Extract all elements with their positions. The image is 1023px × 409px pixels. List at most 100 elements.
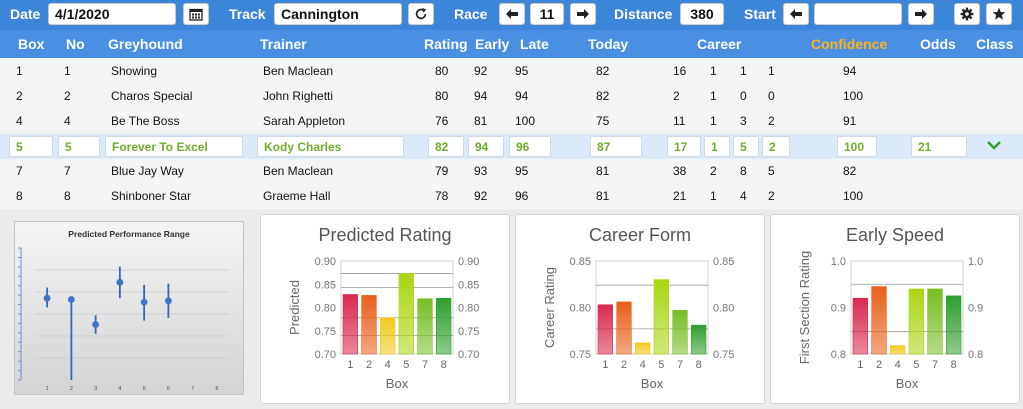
cell-career-thirds: 2 bbox=[768, 189, 775, 203]
header-confidence[interactable]: Confidence bbox=[811, 36, 888, 52]
x-tick-label: 5 bbox=[143, 386, 146, 392]
refresh-button[interactable] bbox=[408, 3, 434, 25]
bar bbox=[436, 297, 452, 355]
plot-area bbox=[340, 260, 454, 355]
x-tick-label: 2 bbox=[366, 359, 372, 371]
table-row[interactable]: 2 2 Charos Special John Righetti 80 94 9… bbox=[0, 84, 1023, 109]
race-field[interactable]: 11 bbox=[530, 3, 564, 25]
cell-today[interactable]: 87 bbox=[590, 136, 642, 157]
x-tick-label: 2 bbox=[70, 386, 73, 392]
cell-confidence: 82 bbox=[843, 164, 857, 178]
race-next-button[interactable] bbox=[570, 3, 596, 25]
header-class[interactable]: Class bbox=[976, 36, 1014, 52]
header-career[interactable]: Career bbox=[697, 36, 742, 52]
cell-early[interactable]: 94 bbox=[468, 136, 504, 157]
bar bbox=[597, 304, 613, 355]
data-point bbox=[116, 278, 124, 286]
y-tick-label-right: 0.90 bbox=[458, 256, 479, 268]
cell-career-seconds: 4 bbox=[740, 189, 747, 203]
cell-today: 82 bbox=[596, 89, 610, 103]
y-tick-label-right: 0.75 bbox=[713, 349, 734, 361]
settings-button[interactable] bbox=[954, 3, 980, 25]
bar bbox=[908, 288, 924, 355]
start-next-button[interactable] bbox=[908, 3, 934, 25]
header-no[interactable]: No bbox=[66, 36, 85, 52]
date-picker-button[interactable] bbox=[183, 3, 209, 25]
table-row[interactable]: 4 4 Be The Boss Sarah Appleton 76 81 100… bbox=[0, 109, 1023, 134]
x-tick-label: 2 bbox=[621, 359, 627, 371]
cell-trainer[interactable]: Kody Charles bbox=[257, 136, 404, 157]
x-tick-label: 4 bbox=[385, 359, 391, 371]
performance-range-chart: Predicted Performance Range 1 2 3 4 5 6 7 8 bbox=[18, 229, 229, 392]
x-tick-label: 7 bbox=[677, 359, 683, 371]
cell-late: 95 bbox=[515, 64, 529, 78]
y-tick-label: 0.75 bbox=[315, 326, 336, 338]
header-odds[interactable]: Odds bbox=[920, 36, 956, 52]
x-tick-label: 5 bbox=[658, 359, 664, 371]
cell-early: 81 bbox=[474, 114, 488, 128]
cell-today: 81 bbox=[596, 189, 610, 203]
cell-greyhound[interactable]: Forever To Excel bbox=[105, 136, 243, 157]
data-point bbox=[92, 321, 100, 328]
bar bbox=[616, 301, 632, 355]
cell-career-thirds: 1 bbox=[768, 64, 775, 78]
predicted-rating-chart: 0.90 0.90 0.85 0.85 0.80 0.80 0.75 0.75 0.70 0.70… bbox=[287, 256, 479, 391]
bar bbox=[653, 279, 669, 355]
table-row[interactable]: 7 7 Blue Jay Way Ben Maclean 79 93 95 81… bbox=[0, 159, 1023, 184]
early-speed-title: Early Speed bbox=[845, 225, 945, 245]
track-field[interactable]: Cannington bbox=[274, 3, 402, 25]
favorite-button[interactable] bbox=[986, 3, 1012, 25]
table-row[interactable]: 1 1 Showing Ben Maclean 80 92 95 82 16 1… bbox=[0, 59, 1023, 84]
cell-late: 95 bbox=[515, 164, 529, 178]
cell-career-thirds[interactable]: 2 bbox=[762, 136, 790, 157]
cell-late[interactable]: 96 bbox=[509, 136, 551, 157]
start-field[interactable] bbox=[814, 3, 902, 25]
header-box[interactable]: Box bbox=[18, 36, 45, 52]
data-point bbox=[164, 297, 172, 305]
race-prev-button[interactable] bbox=[499, 3, 525, 25]
header-greyhound[interactable]: Greyhound bbox=[108, 36, 183, 52]
career-form-chart: 0.85 0.85 0.80 0.80 0.75 0.75 1 2 4 5 7 8 Box Career … bbox=[542, 256, 734, 391]
x-tick-label: 7 bbox=[191, 386, 194, 392]
start-prev-button[interactable] bbox=[783, 3, 809, 25]
cell-rating[interactable]: 82 bbox=[428, 136, 464, 157]
cell-career-wins[interactable]: 1 bbox=[704, 136, 730, 157]
cell-no[interactable]: 5 bbox=[58, 136, 100, 157]
x-tick-label: 8 bbox=[951, 359, 957, 371]
distance-field[interactable]: 380 bbox=[680, 3, 724, 25]
cell-career-seconds: 1 bbox=[740, 64, 747, 78]
y-tick-label-right: 0.70 bbox=[458, 349, 479, 361]
y-tick-label: 0.9 bbox=[831, 303, 846, 315]
table-row[interactable]: 8 8 Shinboner Star Graeme Hall 78 92 96 … bbox=[0, 184, 1023, 209]
header-trainer[interactable]: Trainer bbox=[260, 36, 307, 52]
career-form-title: Career Form bbox=[588, 225, 691, 245]
cell-late: 94 bbox=[515, 89, 529, 103]
data-point bbox=[140, 298, 148, 306]
cell-confidence: 94 bbox=[843, 64, 857, 78]
cell-trainer: Graeme Hall bbox=[263, 189, 331, 203]
table-row-selected[interactable]: 5 5 Forever To Excel Kody Charles 82 94 … bbox=[0, 134, 1023, 159]
chevron-down-icon[interactable] bbox=[986, 138, 1002, 157]
refresh-icon bbox=[414, 7, 428, 21]
header-early[interactable]: Early bbox=[475, 36, 510, 52]
cell-career-starts[interactable]: 17 bbox=[667, 136, 701, 157]
cell-box[interactable]: 5 bbox=[9, 136, 53, 157]
cell-trainer: Ben Maclean bbox=[263, 164, 334, 178]
cell-odds[interactable]: 21 bbox=[911, 136, 967, 157]
cell-trainer: John Righetti bbox=[263, 89, 334, 103]
cell-box: 4 bbox=[16, 114, 23, 128]
date-field[interactable]: 4/1/2020 bbox=[48, 3, 176, 25]
distance-label: Distance bbox=[614, 6, 673, 22]
x-axis-label: Box bbox=[896, 376, 919, 391]
header-rating[interactable]: Rating bbox=[424, 36, 468, 52]
header-late[interactable]: Late bbox=[520, 36, 549, 52]
cell-rating: 79 bbox=[435, 164, 449, 178]
bar bbox=[398, 273, 414, 355]
date-label: Date bbox=[10, 6, 41, 22]
cell-no: 2 bbox=[64, 89, 71, 103]
cell-confidence: 100 bbox=[843, 189, 864, 203]
predicted-rating-card: Predicted Rating 0.90 0.90 0.85 0.85 0.80 0.8… bbox=[260, 214, 510, 404]
cell-confidence[interactable]: 100 bbox=[837, 136, 877, 157]
header-today[interactable]: Today bbox=[588, 36, 629, 52]
cell-career-seconds[interactable]: 5 bbox=[733, 136, 759, 157]
